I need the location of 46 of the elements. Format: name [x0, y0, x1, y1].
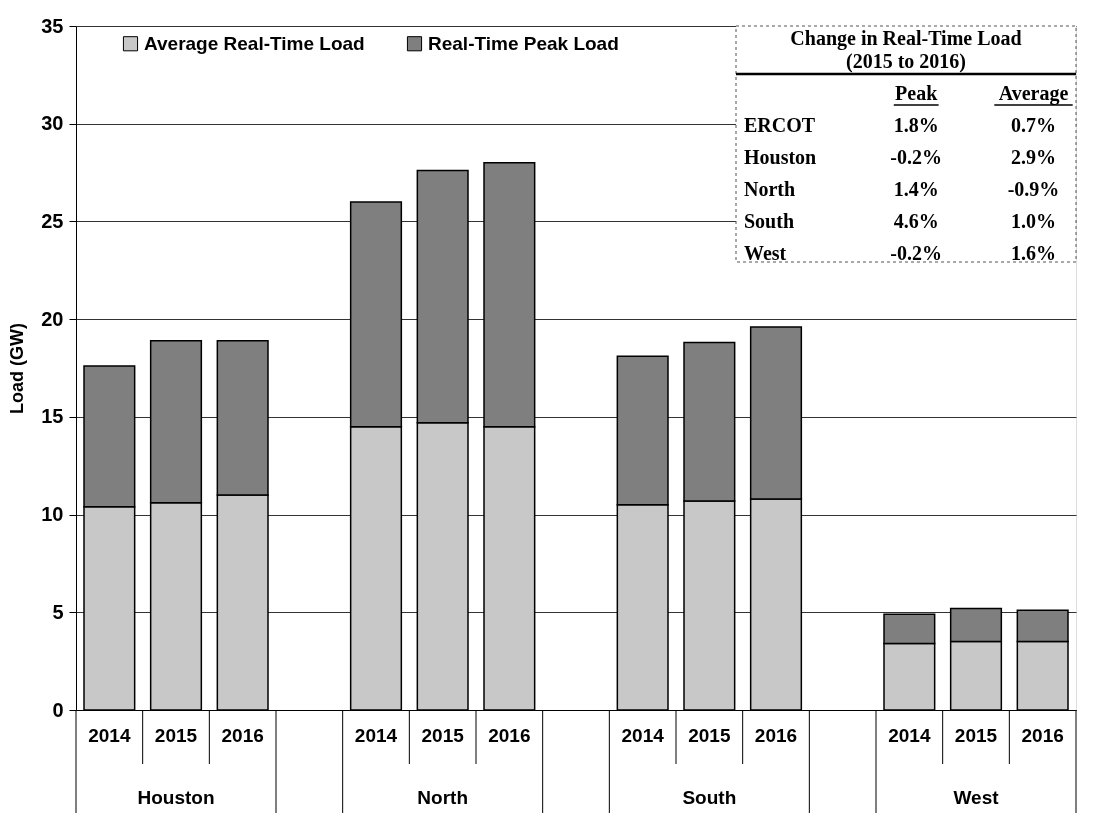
series-label: Peak — [895, 82, 939, 104]
data-label: -0.2% — [890, 242, 943, 264]
data-label: -0.9% — [1007, 178, 1060, 200]
x-tick-label: 2015 — [688, 724, 731, 746]
x-tick-label: 2015 — [421, 724, 465, 746]
data-label: -0.2% — [890, 146, 943, 168]
y-tick-label: 15 — [41, 405, 64, 428]
x-tick-label: 2014 — [88, 724, 131, 746]
text: Houston — [137, 787, 215, 808]
category-label: West — [744, 242, 787, 264]
x-tick-label: 2016 — [1021, 724, 1064, 746]
y-tick-label: 5 — [52, 600, 64, 623]
y-tick-label: 25 — [41, 209, 64, 232]
text: South — [682, 787, 737, 808]
category-label: North — [744, 178, 796, 200]
data-label: 0.7% — [1011, 114, 1056, 136]
legend-label: Real-Time Peak Load — [428, 32, 619, 54]
x-tick-label: 2015 — [154, 724, 198, 746]
data-label: 1.0% — [1011, 210, 1056, 232]
x-tick-label: 2015 — [954, 724, 998, 746]
y-tick-label: 20 — [41, 307, 64, 330]
legend-label: Average Real-Time Load — [144, 32, 365, 54]
text: West — [953, 787, 1000, 808]
category-label: Houston — [744, 146, 817, 168]
y-tick-label: 35 — [41, 14, 64, 37]
x-tick-label: 2016 — [488, 724, 531, 746]
text: Average — [998, 82, 1069, 105]
data-label: 1.6% — [1011, 242, 1056, 264]
x-tick-label: 2014 — [354, 724, 398, 746]
x-tick-label: 2016 — [754, 724, 798, 746]
text: Change in Real-Time Load — [790, 27, 1022, 50]
data-label: 4.6% — [893, 210, 939, 232]
x-tick-label: 2014 — [888, 724, 931, 746]
y-tick-label: 30 — [41, 112, 64, 135]
category-label: South — [744, 210, 795, 232]
category-label: ERCOT — [744, 114, 816, 136]
y-axis-title: Load (GW) — [7, 323, 28, 414]
x-tick-label: 2016 — [221, 724, 264, 746]
x-tick-label: 2014 — [621, 724, 665, 746]
data-label: 1.4% — [893, 178, 939, 200]
y-tick-label: 10 — [41, 503, 64, 526]
text: North — [417, 787, 468, 808]
text: (2015 to 2016) — [846, 50, 966, 73]
y-tick-label: 0 — [52, 698, 64, 721]
data-label: 2.9% — [1011, 146, 1056, 168]
data-label: 1.8% — [893, 114, 939, 136]
